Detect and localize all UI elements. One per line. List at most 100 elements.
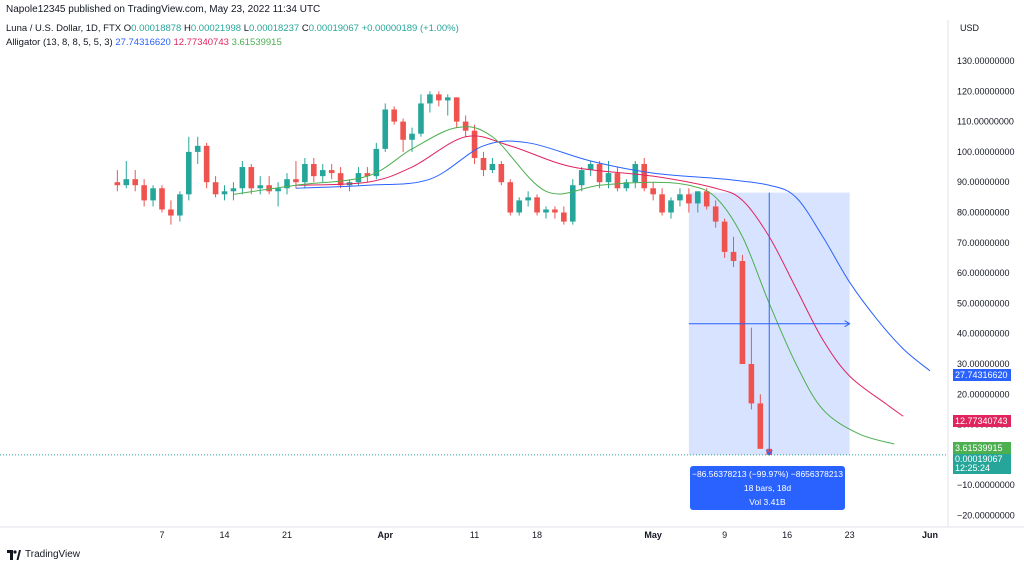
candle-up[interactable] xyxy=(257,185,264,189)
candle-down[interactable] xyxy=(471,130,478,158)
time-tick-label: May xyxy=(644,530,662,540)
candle-up[interactable] xyxy=(427,94,433,104)
time-tick-label: 7 xyxy=(159,530,164,540)
candle-up[interactable] xyxy=(543,209,549,213)
candle-down[interactable] xyxy=(462,121,469,131)
ohlc-close-label: C xyxy=(301,23,309,34)
time-tick-label: 18 xyxy=(532,530,542,540)
publisher-header: Napole12345 published on TradingView.com… xyxy=(6,4,321,15)
candle-down[interactable] xyxy=(730,251,737,261)
candle-down[interactable] xyxy=(168,209,174,216)
candle-up[interactable] xyxy=(587,164,594,171)
candle-down[interactable] xyxy=(614,173,621,189)
candle-up[interactable] xyxy=(302,164,308,183)
candle-up[interactable] xyxy=(632,164,639,183)
candle-down[interactable] xyxy=(311,164,317,177)
candle-down[interactable] xyxy=(596,164,603,183)
candle-up[interactable] xyxy=(319,170,326,177)
candle-down[interactable] xyxy=(132,179,139,186)
price-tick-label: 40.00000000 xyxy=(957,329,1010,339)
ohlc-close-value: 0.00019067 xyxy=(308,23,359,34)
candle-up[interactable] xyxy=(677,194,683,201)
measure-arrow-down xyxy=(765,449,773,456)
candle-down[interactable] xyxy=(650,188,656,195)
candle-down[interactable] xyxy=(212,182,219,195)
candle-down[interactable] xyxy=(534,197,540,213)
candle-up[interactable] xyxy=(275,188,281,192)
candle-down[interactable] xyxy=(686,194,692,204)
candle-down[interactable] xyxy=(480,157,487,171)
candle-up[interactable] xyxy=(239,167,246,189)
candle-down[interactable] xyxy=(757,403,764,449)
time-tick-label: 16 xyxy=(782,530,792,540)
candle-down[interactable] xyxy=(436,94,442,101)
candle-down[interactable] xyxy=(391,109,397,122)
candle-up[interactable] xyxy=(230,188,237,192)
candle-up[interactable] xyxy=(409,133,415,140)
tradingview-icon xyxy=(7,549,21,560)
candle-up[interactable] xyxy=(569,185,576,222)
time-tick-label: Apr xyxy=(378,530,394,540)
last-price-value: 0.00019067 xyxy=(955,454,1003,464)
chart-legend: Luna / U.S. Dollar, 1D, FTX O0.00018878 … xyxy=(6,22,459,50)
ohlc-low-label: L xyxy=(243,23,249,34)
candle-up[interactable] xyxy=(418,103,424,134)
candle-down[interactable] xyxy=(561,212,567,222)
candle-up[interactable] xyxy=(605,173,612,183)
candle-down[interactable] xyxy=(498,164,505,183)
candle-down[interactable] xyxy=(328,170,335,174)
candle-down[interactable] xyxy=(507,182,514,213)
candle-down[interactable] xyxy=(721,221,728,252)
price-tick-label: 130.00000000 xyxy=(957,56,1015,66)
price-tick-label: 60.00000000 xyxy=(957,268,1010,278)
candle-up[interactable] xyxy=(194,145,201,152)
candle-up[interactable] xyxy=(382,109,389,149)
price-tick-label: 100.00000000 xyxy=(957,147,1015,157)
candle-down[interactable] xyxy=(748,364,755,404)
candle-down[interactable] xyxy=(739,260,746,364)
candle-down[interactable] xyxy=(141,185,147,201)
candle-down[interactable] xyxy=(159,188,165,210)
candle-up[interactable] xyxy=(489,164,496,171)
symbol-title[interactable]: Luna / U.S. Dollar, 1D, FTX xyxy=(6,23,122,34)
candle-up[interactable] xyxy=(695,191,701,204)
candle-up[interactable] xyxy=(623,182,630,189)
brand-name: TradingView xyxy=(25,549,81,560)
candle-up[interactable] xyxy=(444,97,451,101)
candle-down[interactable] xyxy=(248,167,255,189)
candle-down[interactable] xyxy=(552,209,558,213)
candle-down[interactable] xyxy=(266,185,272,192)
candle-down[interactable] xyxy=(400,121,406,140)
candle-up[interactable] xyxy=(578,170,585,186)
measure-volume: Vol 3.41B xyxy=(749,497,786,507)
currency-label: USD xyxy=(960,23,980,33)
alligator-teeth-line xyxy=(295,135,904,417)
candle-up[interactable] xyxy=(355,173,362,183)
candle-down[interactable] xyxy=(641,164,648,189)
candle-down[interactable] xyxy=(203,145,210,183)
candle-down[interactable] xyxy=(659,194,665,213)
candle-up[interactable] xyxy=(668,200,674,213)
candle-down[interactable] xyxy=(712,206,719,222)
candle-up[interactable] xyxy=(177,194,183,216)
candle-up[interactable] xyxy=(123,179,130,186)
candle-up[interactable] xyxy=(525,197,531,201)
candle-down[interactable] xyxy=(337,173,344,186)
candle-down[interactable] xyxy=(364,173,371,177)
candle-down[interactable] xyxy=(114,182,121,186)
indicator-title[interactable]: Alligator (13, 8, 8, 5, 5, 3) xyxy=(6,37,113,48)
candle-up[interactable] xyxy=(150,188,156,201)
candle-up[interactable] xyxy=(221,191,228,195)
candle-down[interactable] xyxy=(453,97,460,122)
candle-up[interactable] xyxy=(185,151,192,195)
measure-arrow-right xyxy=(844,320,851,328)
candle-down[interactable] xyxy=(293,179,299,183)
alligator-lips-line xyxy=(233,126,895,445)
tradingview-logo[interactable]: TradingView xyxy=(7,549,80,560)
candle-up[interactable] xyxy=(373,148,380,177)
price-tick-label: 70.00000000 xyxy=(957,238,1010,248)
candle-up[interactable] xyxy=(516,200,522,213)
candle-down[interactable] xyxy=(703,191,710,207)
candle-up[interactable] xyxy=(284,179,290,189)
